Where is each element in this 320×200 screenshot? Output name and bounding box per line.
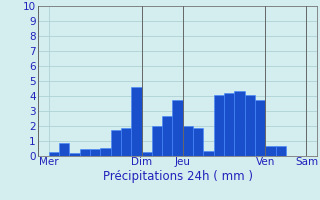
Bar [172, 100, 183, 156]
Bar [49, 152, 59, 156]
Bar [152, 126, 162, 156]
Bar [69, 153, 80, 156]
Bar [193, 128, 204, 156]
Bar [131, 87, 141, 156]
Bar [214, 95, 224, 156]
Bar [80, 149, 90, 156]
Bar [224, 93, 234, 156]
Bar [204, 151, 214, 156]
Bar [255, 100, 265, 156]
Bar [141, 152, 152, 156]
Bar [100, 148, 111, 156]
Bar [234, 91, 244, 156]
Bar [162, 116, 172, 156]
Bar [90, 148, 100, 156]
Bar [59, 142, 69, 156]
Bar [244, 95, 255, 156]
Bar [111, 130, 121, 156]
Bar [276, 146, 286, 156]
Bar [183, 126, 193, 156]
X-axis label: Précipitations 24h ( mm ): Précipitations 24h ( mm ) [103, 170, 252, 183]
Bar [121, 128, 131, 156]
Bar [265, 146, 276, 156]
